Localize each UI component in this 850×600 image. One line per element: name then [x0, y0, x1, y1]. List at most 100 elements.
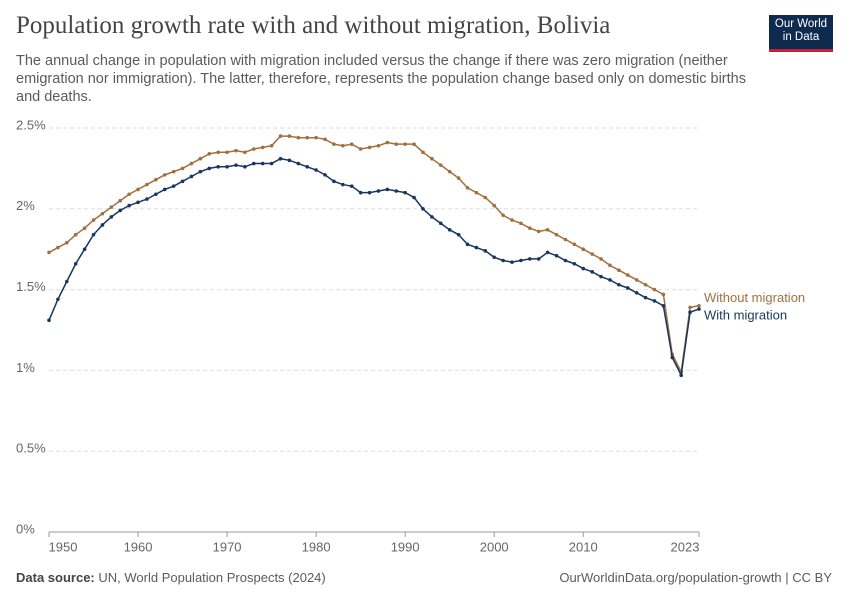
data-point: [118, 198, 123, 203]
data-point: [47, 250, 51, 255]
y-tick-label: 0.5%: [16, 441, 46, 456]
data-point: [207, 152, 212, 156]
data-point: [465, 185, 470, 190]
data-point: [65, 240, 69, 245]
data-point: [180, 179, 185, 184]
data-point: [91, 232, 96, 237]
chart-title: Population growth rate with and without …: [16, 12, 611, 39]
data-point: [341, 143, 345, 148]
y-tick-label: 2.5%: [16, 117, 46, 132]
data-point: [528, 257, 532, 261]
data-point: [403, 142, 407, 146]
data-point: [572, 261, 577, 266]
data-point: [447, 169, 452, 174]
source: Data source: UN, World Population Prospe…: [16, 570, 326, 585]
data-point: [216, 164, 220, 169]
data-point: [617, 282, 621, 287]
data-point: [260, 161, 265, 166]
data-point: [590, 270, 594, 274]
data-point: [536, 229, 541, 234]
x-tick-label: 2000: [480, 539, 509, 554]
data-point: [145, 197, 149, 201]
data-point: [376, 189, 381, 193]
data-point: [510, 260, 514, 264]
data-point: [563, 237, 568, 242]
data-point: [367, 145, 372, 150]
logo[interactable]: Our World in Data: [769, 15, 833, 52]
x-tick-label: 2010: [569, 539, 598, 554]
data-point: [73, 232, 78, 237]
data-point: [162, 173, 167, 177]
data-point: [430, 156, 434, 161]
data-point: [251, 147, 256, 151]
data-point: [278, 156, 283, 161]
data-point: [590, 252, 594, 256]
data-point: [599, 257, 603, 261]
data-point: [82, 226, 87, 230]
data-point: [260, 145, 265, 150]
data-point: [456, 176, 461, 180]
data-point: [697, 303, 701, 308]
data-point: [394, 189, 399, 193]
logo-line: in Data: [782, 31, 820, 43]
source-text: UN, World Population Prospects (2024): [98, 570, 326, 585]
data-point: [305, 164, 310, 169]
data-point: [661, 292, 666, 297]
data-point: [474, 245, 479, 250]
data-point: [127, 192, 131, 197]
data-point: [679, 373, 683, 378]
data-point: [385, 140, 390, 145]
footer-link[interactable]: OurWorldinData.org/population-growth | C…: [559, 570, 832, 585]
data-point: [465, 242, 470, 247]
data-point: [127, 203, 131, 208]
data-point: [189, 174, 194, 179]
x-tick-label: 1980: [302, 539, 331, 554]
y-tick-label: 0%: [16, 521, 35, 536]
data-point: [670, 355, 675, 360]
data-point: [296, 135, 301, 140]
data-point: [171, 169, 176, 174]
data-point: [554, 253, 559, 258]
data-point: [528, 226, 532, 230]
y-tick-label: 1.5%: [16, 279, 46, 294]
data-point: [688, 305, 692, 310]
data-point: [234, 163, 238, 167]
data-point: [82, 247, 87, 251]
data-point: [438, 221, 443, 226]
data-point: [608, 278, 612, 282]
data-point: [278, 134, 283, 138]
data-point: [545, 250, 550, 255]
data-point: [65, 279, 69, 284]
y-tick-label: 2%: [16, 198, 35, 213]
data-point: [136, 200, 140, 205]
data-point: [56, 297, 60, 302]
data-point: [332, 142, 336, 146]
data-point: [519, 258, 523, 263]
data-point: [581, 247, 586, 251]
data-point: [243, 164, 247, 169]
data-point: [492, 255, 497, 260]
data-point: [661, 303, 666, 308]
x-tick-label: 1990: [391, 539, 420, 554]
data-point: [349, 142, 354, 146]
data-point: [421, 207, 425, 211]
data-point: [305, 135, 310, 140]
data-point: [47, 318, 51, 323]
data-point: [332, 179, 336, 184]
data-point: [385, 187, 390, 192]
data-point: [581, 266, 586, 271]
x-tick-label: 1960: [124, 539, 153, 554]
data-point: [189, 161, 194, 166]
data-point: [198, 169, 203, 174]
data-point: [483, 249, 488, 253]
data-point: [109, 205, 114, 209]
data-point: [314, 168, 318, 172]
data-point: [563, 258, 568, 263]
data-point: [269, 143, 274, 148]
data-point: [91, 218, 96, 222]
data-point: [501, 213, 505, 218]
data-point: [145, 182, 149, 187]
data-point: [234, 148, 238, 153]
data-point: [154, 177, 158, 182]
